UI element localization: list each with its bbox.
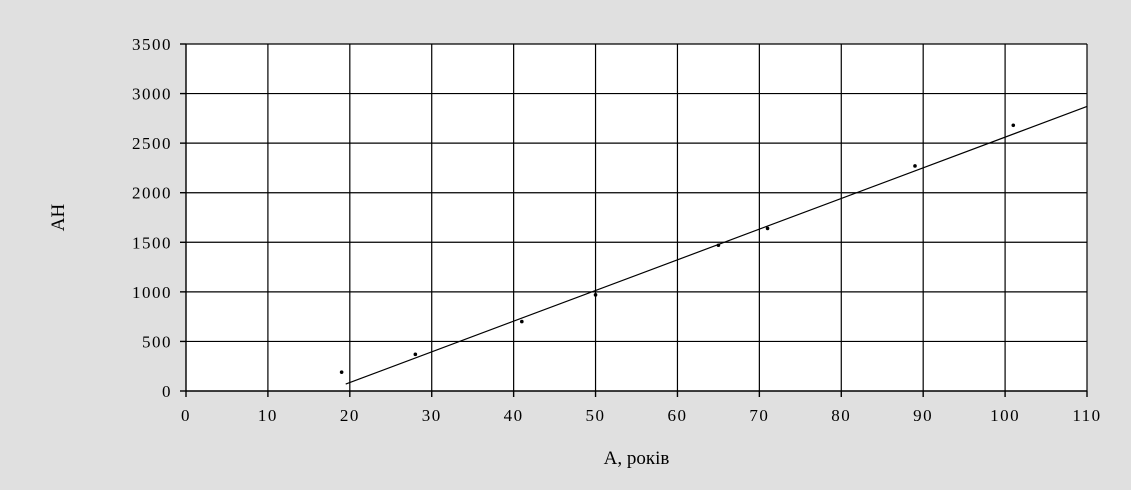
y-tick-label: 2500 (132, 134, 172, 153)
trend-line (345, 105, 1088, 385)
y-tick-label: 0 (162, 382, 172, 401)
x-tick-label: 80 (831, 406, 851, 425)
data-series (339, 105, 1088, 385)
plot-area (186, 44, 1087, 391)
data-point (520, 319, 524, 324)
data-point (413, 352, 418, 357)
x-tick-label: 30 (422, 406, 442, 425)
y-axis-tick-labels: 0 500 1000 1500 2000 2500 3000 3500 (132, 35, 172, 401)
axes (180, 43, 1088, 397)
x-tick-label: 20 (340, 406, 360, 425)
x-tick-label: 10 (258, 406, 278, 425)
y-tick-label: 2000 (132, 184, 172, 203)
x-tick-label: 90 (913, 406, 933, 425)
x-tick-label: 0 (181, 406, 191, 425)
data-point (339, 370, 344, 374)
y-tick-label: 3500 (132, 35, 172, 54)
x-tick-label: 100 (990, 406, 1020, 425)
y-tick-label: 1500 (132, 233, 172, 252)
y-tick-label: 3000 (132, 85, 172, 104)
y-axis-title: AH (48, 204, 69, 232)
x-axis-tick-labels: 0 10 20 30 40 50 60 70 80 90 100 110 (181, 406, 1101, 425)
y-tick-label: 1000 (132, 283, 172, 302)
x-tick-label: 40 (504, 406, 524, 425)
x-tick-label: 110 (1072, 406, 1101, 425)
y-tick-label: 500 (142, 332, 172, 351)
data-point (1011, 123, 1016, 128)
x-axis-title: A, років (604, 448, 670, 469)
x-tick-label: 50 (586, 406, 606, 425)
x-tick-label: 60 (667, 406, 687, 425)
data-point (765, 226, 770, 231)
grid (186, 43, 1088, 391)
data-point (593, 293, 598, 297)
data-point (913, 164, 917, 168)
x-tick-label: 70 (749, 406, 769, 425)
